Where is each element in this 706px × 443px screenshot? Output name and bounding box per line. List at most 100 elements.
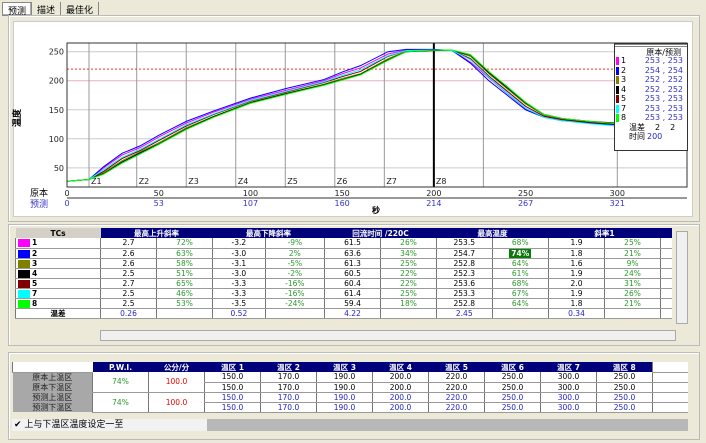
stats-header-row: TCs 最高上升斜率 最高下降斜率 回流时间 /220C 最高温度 斜率1 <box>15 228 672 238</box>
stat-cell: 253.6 <box>436 278 492 289</box>
legend-tc: 3 <box>621 75 627 84</box>
zone-temp-cell[interactable]: 150.0 <box>204 382 261 393</box>
stat-cell: 2.5 <box>99 288 157 299</box>
column-header-empty <box>652 362 688 373</box>
zone-temp-cell[interactable]: 190.0 <box>316 372 373 383</box>
zone-temp-cell[interactable]: 250.0 <box>484 382 541 393</box>
stat-cell: 31% <box>604 278 661 289</box>
zone-temp-cell[interactable]: 190.0 <box>316 382 373 393</box>
zone-temp-cell: 190.0 <box>316 402 373 413</box>
column-header: 温区 7 <box>540 362 597 372</box>
zone-temp-cell: 250.0 <box>596 392 653 403</box>
zone-label: Z6 <box>337 177 348 186</box>
x-tick-original: 300 <box>610 189 625 198</box>
legend-swatch <box>616 76 619 84</box>
table-row[interactable]: 4 2.5 51% -3.0 -2% 60.5 22% 252.3 61% 1.9 24% <box>15 268 672 279</box>
x-tick-original: 250 <box>518 189 533 198</box>
horizontal-scrollbar[interactable] <box>100 330 676 341</box>
tc-swatch <box>18 299 30 308</box>
stat-cell: 58% <box>156 258 213 269</box>
stat-cell: 61.5 <box>323 238 381 249</box>
empty-cell <box>652 372 688 383</box>
zone-temp-cell[interactable]: 200.0 <box>372 372 429 383</box>
zone-temp-cell[interactable]: 300.0 <box>540 372 597 383</box>
column-header[interactable]: TCs <box>15 228 101 238</box>
stat-cell: 25% <box>604 238 661 249</box>
same-zone-checkbox[interactable]: ✔ 上与下温区温度设定一至 <box>12 419 207 431</box>
stat-cell: -3.2 <box>212 238 266 249</box>
table-row[interactable]: 2 2.6 63% -3.0 2% 63.6 34% 254.7 74% 1.8 21% <box>15 248 672 259</box>
zone-temp-cell[interactable]: 300.0 <box>540 382 597 393</box>
stats-table: TCs 最高上升斜率 最高下降斜率 回流时间 /220C 最高温度 斜率1 1 2.7 72% -… <box>15 228 672 319</box>
delta-row: 温差 0.26 0.52 4.22 2.45 0.34 <box>15 308 672 319</box>
stat-cell: 22% <box>380 268 437 279</box>
x-tick-original: 0 <box>64 189 69 198</box>
stat-cell: 2% <box>264 248 325 259</box>
series-line-tc8 <box>66 49 682 182</box>
table-row[interactable]: 3 2.6 58% -3.1 -5% 61.3 25% 252.8 64% 1.6 9% <box>15 258 672 269</box>
stat-cell: 1.6 <box>547 258 605 269</box>
x-tick-original: 50 <box>154 189 164 198</box>
legend-tc: 7 <box>621 103 627 113</box>
speed-cell[interactable]: 100.0 <box>148 392 205 413</box>
zone-temp-cell: 250.0 <box>596 402 653 413</box>
stat-cell: 21% <box>604 298 661 309</box>
vertical-scrollbar[interactable] <box>676 231 688 324</box>
column-header[interactable]: 斜率1 <box>548 228 661 238</box>
tab-describe[interactable]: 描述 <box>32 2 62 16</box>
stat-cell: 2.7 <box>99 238 157 249</box>
legend-value: 253 , 253 <box>644 113 683 122</box>
column-header: 温区 1 <box>204 362 261 372</box>
pwi-cell: 74% <box>92 392 149 413</box>
zone-temp-cell[interactable]: 250.0 <box>596 372 653 383</box>
zone-temp-cell: 200.0 <box>372 392 429 403</box>
tc-swatch <box>18 269 30 278</box>
stat-cell: 2.6 <box>99 258 157 269</box>
zone-temp-cell[interactable]: 220.0 <box>428 382 485 393</box>
stat-cell: 34% <box>380 248 437 259</box>
column-header[interactable]: 最高上升斜率 <box>100 228 213 238</box>
series-line-tc3 <box>66 50 682 182</box>
zone-temp-cell[interactable]: 250.0 <box>596 382 653 393</box>
tc-swatch <box>18 289 30 298</box>
zone-temp-cell: 150.0 <box>204 392 261 403</box>
x-axis-label: 秒 <box>372 205 380 215</box>
empty-cell <box>652 392 688 403</box>
column-header[interactable]: 最高下降斜率 <box>212 228 325 238</box>
legend-item: 7 253 , 253 <box>615 104 687 114</box>
stat-cell: 252.8 <box>436 298 492 309</box>
zone-temp-cell: 300.0 <box>540 402 597 413</box>
table-row[interactable]: 5 2.7 65% -3.3 -16% 60.4 22% 253.6 68% 2.0 31% <box>15 278 672 289</box>
column-header[interactable]: 最高温度 <box>436 228 549 238</box>
column-header[interactable]: 回流时间 /220C <box>324 228 437 238</box>
zone-temp-cell[interactable]: 170.0 <box>260 382 317 393</box>
zone-temp-cell[interactable]: 200.0 <box>372 382 429 393</box>
speed-cell[interactable]: 100.0 <box>148 372 205 393</box>
stat-cell: 63% <box>156 248 213 259</box>
delta-cell: 0.52 <box>212 308 266 319</box>
delta-b: 2 <box>670 122 676 132</box>
table-row[interactable]: 8 2.5 53% -3.5 -24% 59.4 18% 252.8 64% 1.8 21% <box>15 298 672 309</box>
zone-temp-cell: 250.0 <box>484 402 541 413</box>
zone-panel <box>8 352 700 440</box>
delta-cell <box>604 308 661 319</box>
zone-temp-cell[interactable]: 150.0 <box>204 372 261 383</box>
tc-swatch <box>18 249 30 258</box>
stat-cell: 24% <box>604 268 661 279</box>
zone-temp-cell[interactable]: 170.0 <box>260 372 317 383</box>
legend-item: 4 252 , 252 <box>615 85 687 95</box>
table-row[interactable]: 7 2.5 46% -3.3 -16% 61.4 25% 253.3 67% 1.9 26% <box>15 288 672 299</box>
series-line-tc5 <box>66 49 682 182</box>
stat-cell: 60.4 <box>323 278 381 289</box>
stat-cell: 53% <box>156 298 213 309</box>
zone-temp-cell[interactable]: 250.0 <box>484 372 541 383</box>
stat-cell: 26% <box>380 238 437 249</box>
zone-temp-cell[interactable]: 220.0 <box>428 372 485 383</box>
tab-optimize[interactable]: 最佳化 <box>61 2 100 16</box>
delta-cell <box>156 308 213 319</box>
stat-cell: 253.3 <box>436 288 492 299</box>
legend-item: 5 253 , 253 <box>615 94 687 104</box>
table-row[interactable]: 1 2.7 72% -3.2 -9% 61.5 26% 253.5 68% 1.9 25% <box>15 238 672 249</box>
stat-cell: 1.8 <box>547 248 605 259</box>
